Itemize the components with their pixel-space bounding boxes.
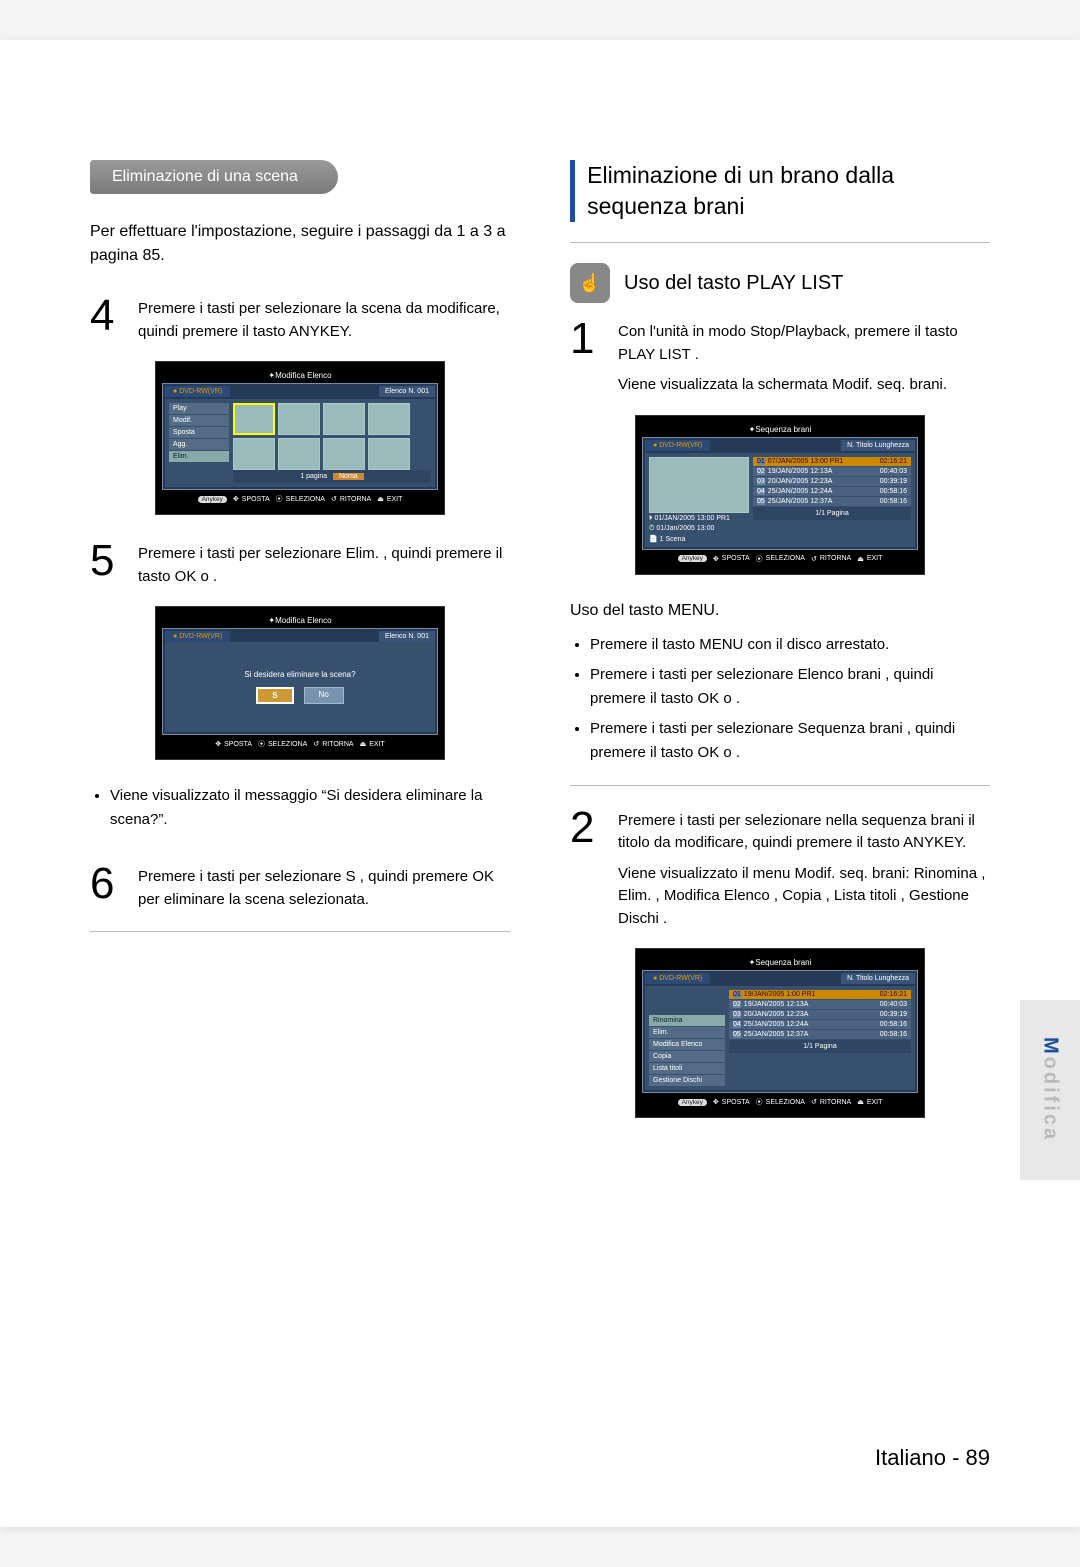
osd-playlist-rows: 0119/JAN/2005 1:00 PR102:16:21 0219/JAN/… — [729, 990, 911, 1086]
section-pill: Eliminazione di una scena — [90, 160, 338, 194]
step-number: 2 — [570, 806, 604, 931]
page-footer: Italiano - 89 — [875, 1445, 990, 1471]
page-number: 89 — [966, 1445, 990, 1470]
osd-hints: Anykey ✥ SPOSTA ⦿ SELEZIONA ↺ RITORNA ⏏ … — [642, 550, 918, 568]
dialog-btn-no: No — [304, 687, 344, 704]
menu-bullets: Premere il tasto MENU con il disco arres… — [570, 633, 990, 765]
bullet-item: Premere i tasti per selezionare Elenco b… — [590, 663, 990, 711]
osd-title-tab: Elenco N. 001 — [379, 386, 435, 397]
osd-context-menu: Rinomina Elim. Modifica Elenco Copia Lis… — [649, 990, 725, 1086]
divider — [90, 931, 510, 932]
step-4: 4 Premere i tasti per selezionare la sce… — [90, 294, 510, 343]
dialog-btn-yes: S — [256, 687, 293, 704]
footer-language: Italiano - — [875, 1445, 966, 1470]
divider — [570, 242, 990, 243]
hand-icon: ☝ — [570, 263, 610, 303]
chapter-tab: Modifica — [1020, 1000, 1080, 1180]
step-number: 1 — [570, 317, 604, 397]
osd-header: Sequenza brani — [755, 958, 811, 967]
manual-page: Eliminazione di una scena Per effettuare… — [0, 40, 1080, 1527]
step-2: 2 Premere i tasti per selezionare nella … — [570, 806, 990, 931]
heading-bar-icon — [570, 160, 575, 222]
lead-text: Per effettuare l'impostazione, seguire i… — [90, 220, 510, 268]
step-text: Premere i tasti per selezionare la scena… — [138, 294, 510, 343]
osd-disc-label: ● DVD-RW(VR) — [645, 973, 710, 984]
menu-lead: Uso del tasto MENU. — [570, 599, 990, 623]
osd-hints: Anykey ✥ SPOSTA ⦿ SELEZIONA ↺ RITORNA ⏏ … — [162, 490, 438, 508]
divider — [570, 785, 990, 786]
osd-header: Modifica Elenco — [275, 616, 331, 625]
osd-header: Sequenza brani — [755, 425, 811, 434]
osd-hints: ✥ SPOSTA ⦿ SELEZIONA ↺ RITORNA ⏏ EXIT — [162, 735, 438, 753]
step-6: 6 Premere i tasti per selezionare S , qu… — [90, 862, 510, 911]
osd-disc-label: ● DVD-RW(VR) — [645, 440, 710, 451]
section-title: Eliminazione di un brano dalla sequenza … — [587, 160, 990, 222]
osd-dialog: Si desidera eliminare la scena? S No — [165, 642, 435, 732]
left-column: Eliminazione di una scena Per effettuare… — [90, 160, 510, 1142]
osd-columns: N. Titolo Lunghezza — [841, 973, 915, 984]
osd-title-tab: Elenco N. 001 — [379, 631, 435, 642]
step-text: Premere i tasti per selezionare S , quin… — [138, 862, 510, 911]
osd-header: Modifica Elenco — [275, 371, 331, 380]
dialog-question: Si desidera eliminare la scena? — [244, 670, 355, 679]
osd-side-menu: Play Modif. Sposta Agg. Elim. — [169, 403, 229, 483]
step-number: 4 — [90, 294, 124, 343]
step-5: 5 Premere i tasti per selezionare Elim. … — [90, 539, 510, 588]
osd-disc-label: ● DVD-RW(VR) — [165, 631, 230, 642]
bullet-item: Premere i tasti per selezionare Sequenza… — [590, 717, 990, 765]
step-1: 1 Con l'unità in modo Stop/Playback, pre… — [570, 317, 990, 397]
osd-hints: Anykey ✥ SPOSTA ⦿ SELEZIONA ↺ RITORNA ⏏ … — [642, 1093, 918, 1111]
osd-screenshot-delete-dialog: ✦ Modifica Elenco ● DVD-RW(VR) Elenco N.… — [155, 606, 445, 760]
note-item: Viene visualizzato il messaggio “Si desi… — [110, 784, 510, 832]
step-number: 5 — [90, 539, 124, 588]
step-text: Premere i tasti per selezionare Elim. , … — [138, 539, 510, 588]
playlist-title: Uso del tasto PLAY LIST — [624, 272, 843, 295]
osd-columns: N. Titolo Lunghezza — [841, 440, 915, 451]
step-number: 6 — [90, 862, 124, 911]
step-text: Premere i tasti per selezionare nella se… — [618, 806, 990, 931]
osd-screenshot-edit-list: ✦ Modifica Elenco ● DVD-RW(VR) Elenco N.… — [155, 361, 445, 515]
playlist-heading: ☝ Uso del tasto PLAY LIST — [570, 263, 990, 303]
osd-scene-thumbnails — [233, 403, 431, 470]
osd-playlist-rows: 0107/JAN/2005 13:00 PR102:16:21 0219/JAN… — [753, 457, 911, 543]
note-list: Viene visualizzato il messaggio “Si desi… — [90, 784, 510, 832]
step-text: Con l'unità in modo Stop/Playback, preme… — [618, 317, 990, 397]
right-column: Eliminazione di un brano dalla sequenza … — [570, 160, 990, 1142]
osd-screenshot-playlist: ✦ Sequenza brani ● DVD-RW(VR) N. Titolo … — [635, 415, 925, 575]
osd-disc-label: ● DVD-RW(VR) — [165, 386, 230, 397]
osd-screenshot-playlist-menu: ✦ Sequenza brani ● DVD-RW(VR) N. Titolo … — [635, 948, 925, 1118]
bullet-item: Premere il tasto MENU con il disco arres… — [590, 633, 990, 657]
section-heading: Eliminazione di un brano dalla sequenza … — [570, 160, 990, 222]
osd-preview-panel: ⏵ 01/JAN/2005 13:00 PR1 ⏱ 01/Jan/2005 13… — [649, 457, 749, 543]
